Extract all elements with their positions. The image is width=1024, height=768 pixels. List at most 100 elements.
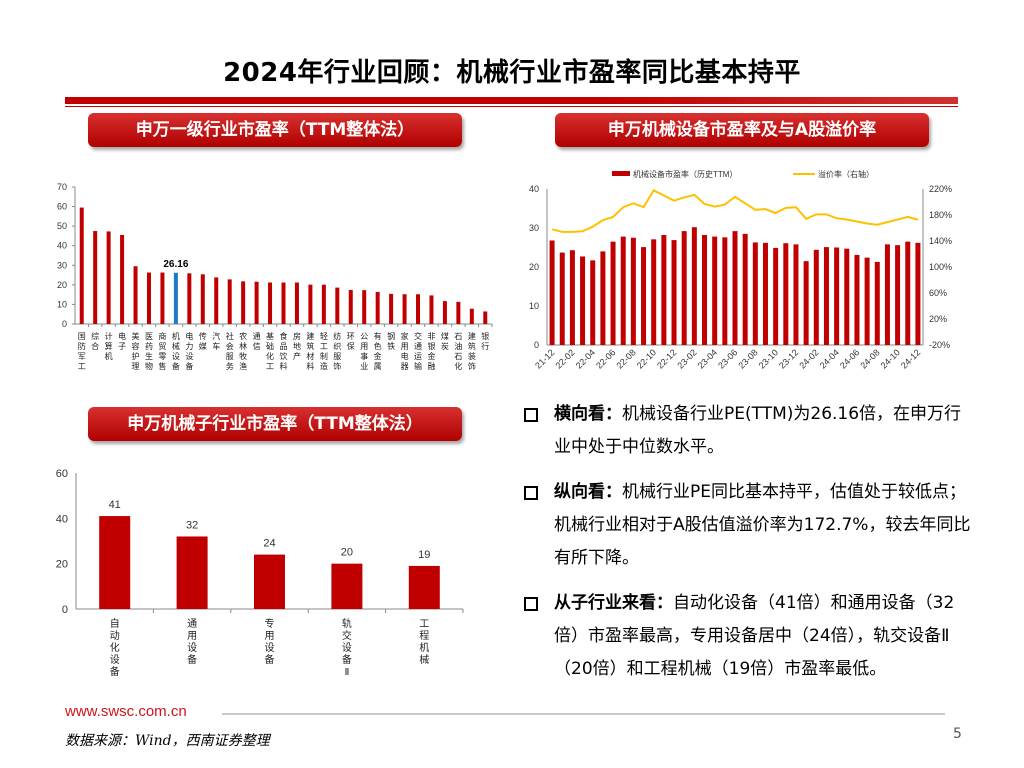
x-tick-label: 备 [342, 653, 352, 666]
bar-食品饮料 [281, 282, 286, 324]
bullet-horizontal: 横向看：机械设备行业PE(TTM)为26.16倍，在申万行业中处于中位数水平。 [522, 398, 977, 464]
x-tick-label: 银 [427, 341, 435, 351]
x-tick-label: 传 [199, 331, 207, 341]
bar-23-09 [762, 242, 768, 345]
x-tick-label: 用 [360, 342, 368, 351]
x-tick-label: 备 [172, 361, 180, 371]
checkbox-square-icon [524, 408, 538, 422]
chart3-header: 申万机械子行业市盈率（TTM整体法） [88, 407, 462, 441]
bar-22-03 [580, 256, 586, 345]
title-divider-line [65, 106, 958, 107]
bar-家用电器 [402, 294, 407, 324]
x-tick-label: 物 [145, 361, 153, 371]
x-tick-label: 饰 [468, 361, 476, 371]
x-tick-label: 械 [419, 653, 429, 666]
page-number: 5 [953, 726, 962, 742]
x-tick-label: 合 [91, 341, 99, 351]
x-tick-label: 化 [266, 351, 274, 361]
x-tick-label: 设 [172, 351, 180, 361]
x-tick-label: 轻 [320, 331, 328, 341]
x-tick-label: 材 [306, 351, 314, 361]
x-tick-label: 生 [145, 351, 153, 361]
bar-非银金融 [429, 295, 434, 324]
footer-divider [222, 713, 945, 715]
x-tick-label: 零 [158, 352, 166, 361]
bar-传媒 [200, 274, 205, 324]
x-tick-label: 林 [239, 341, 247, 351]
x-tick-label: 容 [132, 341, 140, 351]
right-tick-label: 180% [929, 210, 952, 220]
x-tick-label: 础 [266, 341, 274, 351]
x-tick-label: 服 [226, 352, 234, 361]
x-tick-label: 化 [454, 361, 462, 371]
bullet-head: 从子行业来看： [554, 593, 673, 613]
x-tick-label: 家 [401, 331, 409, 341]
x-tick-label: 设 [185, 351, 193, 361]
bar-商贸零售 [160, 272, 165, 324]
bar-机械设备 [173, 272, 178, 324]
checkbox-square-icon [524, 486, 538, 500]
bar-银行 [483, 311, 488, 324]
x-tick-label: 设 [110, 654, 120, 666]
x-tick-label: 22-02 [553, 347, 576, 370]
x-tick-label: 理 [132, 362, 140, 371]
x-tick-label: 军 [78, 352, 86, 361]
x-tick-label: 车 [212, 341, 220, 351]
x-tick-label: 22-12 [655, 347, 678, 370]
left-tick-label: 30 [529, 223, 539, 233]
x-tick-label: 料 [280, 361, 288, 371]
right-tick-label: 220% [929, 184, 952, 194]
bullet-subindustry: 从子行业来看：自动化设备（41倍）和通用设备（32倍）市盈率最高，专用设备居中（… [522, 587, 977, 686]
bar-22-02 [569, 250, 575, 345]
x-tick-label: 23-10 [757, 347, 780, 370]
y-tick-label: 40 [57, 241, 67, 251]
data-label: 41 [109, 499, 121, 511]
bar-国防军工 [79, 207, 84, 324]
x-tick-label: 渔 [239, 361, 247, 371]
bar-23-11 [783, 243, 789, 345]
x-tick-label: 信 [253, 341, 261, 351]
data-label: 24 [263, 538, 275, 550]
x-tick-label: 料 [306, 361, 314, 371]
x-tick-label: 设 [342, 642, 352, 654]
x-tick-label: 通 [414, 341, 422, 351]
right-tick-label: 20% [929, 314, 947, 324]
y-tick-label: 10 [57, 299, 67, 309]
bar-轨交设备Ⅱ [331, 563, 363, 609]
x-tick-label: 银 [481, 331, 489, 341]
bar-电力设备 [187, 273, 192, 324]
x-tick-label: 事 [360, 351, 368, 361]
x-tick-label: 用 [401, 342, 409, 351]
x-tick-label: 轨 [342, 617, 352, 630]
x-tick-label: 24-04 [818, 347, 841, 370]
bar-建筑装饰 [469, 308, 474, 324]
x-tick-label: 交 [414, 331, 422, 341]
x-tick-label: 非 [427, 331, 435, 341]
x-tick-label: 设 [187, 642, 197, 654]
website-link[interactable]: www.swsc.com.cn [65, 703, 187, 720]
bar-环保 [348, 289, 353, 324]
x-tick-label: 械 [172, 341, 180, 351]
x-tick-label: 工 [78, 362, 86, 371]
x-tick-label: 电 [118, 331, 126, 341]
x-tick-label: 饰 [333, 361, 341, 371]
bar-计算机 [106, 231, 111, 324]
x-tick-label: 公 [360, 332, 368, 341]
x-tick-label: 织 [333, 341, 341, 351]
bar-基础化工 [268, 282, 273, 324]
x-tick-label: 石 [454, 332, 462, 341]
x-tick-label: 装 [468, 351, 476, 361]
bar-纺织服饰 [335, 287, 340, 324]
bar-交通运输 [416, 294, 421, 324]
bullet-list: 横向看：机械设备行业PE(TTM)为26.16倍，在申万行业中处于中位数水平。 … [522, 398, 977, 698]
y-tick-label: 40 [56, 513, 68, 525]
bar-有色金属 [375, 291, 380, 324]
bar-轻工制造 [321, 284, 326, 324]
left-tick-label: 40 [529, 184, 539, 194]
y-tick-label: 60 [57, 202, 67, 212]
data-label: 32 [186, 519, 198, 531]
x-tick-label: 售 [158, 361, 166, 371]
x-tick-label: 通 [187, 618, 197, 630]
right-tick-label: 100% [929, 262, 952, 272]
bar-23-03 [702, 235, 708, 345]
